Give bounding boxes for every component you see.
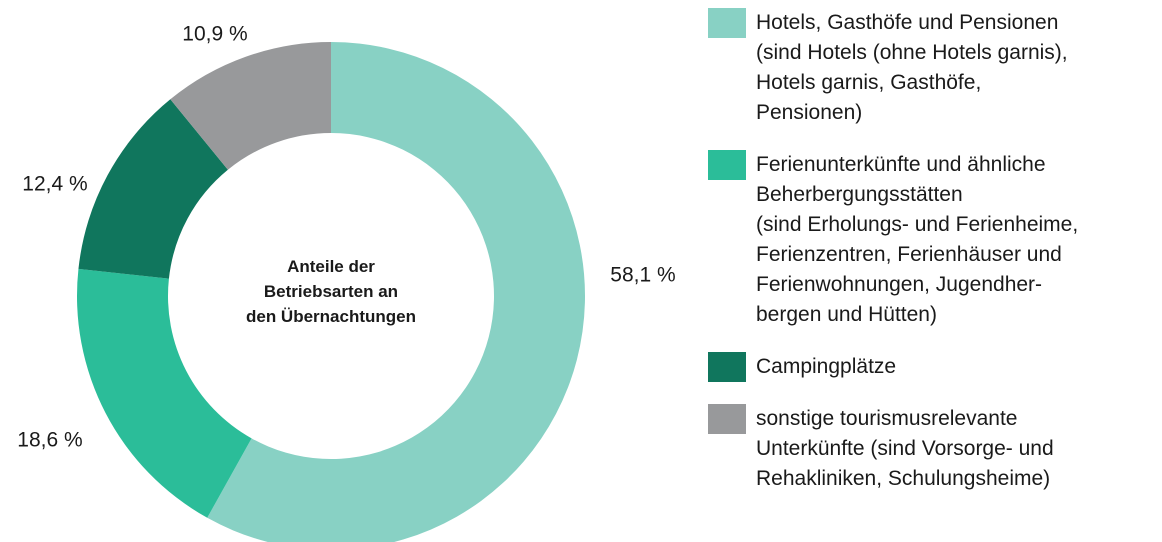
legend-item: Campingplätze — [708, 352, 1078, 382]
donut-slice — [207, 42, 585, 542]
legend: Hotels, Gasthöfe und Pensionen (sind Hot… — [708, 8, 1078, 494]
legend-label: sonstige tourismusrelevante Unterkünfte … — [756, 407, 1054, 490]
legend-label: Campingplätze — [756, 355, 897, 378]
legend-label: Hotels, Gasthöfe und Pensionen (sind Hot… — [756, 11, 1068, 124]
donut-slice — [78, 99, 228, 279]
donut-slice — [76, 268, 252, 518]
value-label: 10,9 % — [182, 23, 247, 46]
legend-swatch — [708, 8, 746, 38]
center-title: Anteile der Betriebsarten an den Übernac… — [245, 257, 416, 326]
legend-label: Ferienunterkünfte und ähnliche Beherberg… — [756, 153, 1079, 326]
value-label: 12,4 % — [22, 173, 87, 196]
legend-item: Hotels, Gasthöfe und Pensionen (sind Hot… — [708, 8, 1078, 128]
donut-slice — [170, 42, 331, 170]
legend-item: Ferienunterkünfte und ähnliche Beherberg… — [708, 150, 1078, 330]
chart: 58,1 % 18,6 % 12,4 % 10,9 % — [17, 23, 676, 542]
legend-swatch — [708, 404, 746, 434]
legend-item: sonstige tourismusrelevante Unterkünfte … — [708, 404, 1078, 494]
legend-swatch — [708, 150, 746, 180]
value-label: 18,6 % — [17, 429, 82, 452]
legend-swatch — [708, 352, 746, 382]
value-label: 58,1 % — [610, 264, 675, 287]
